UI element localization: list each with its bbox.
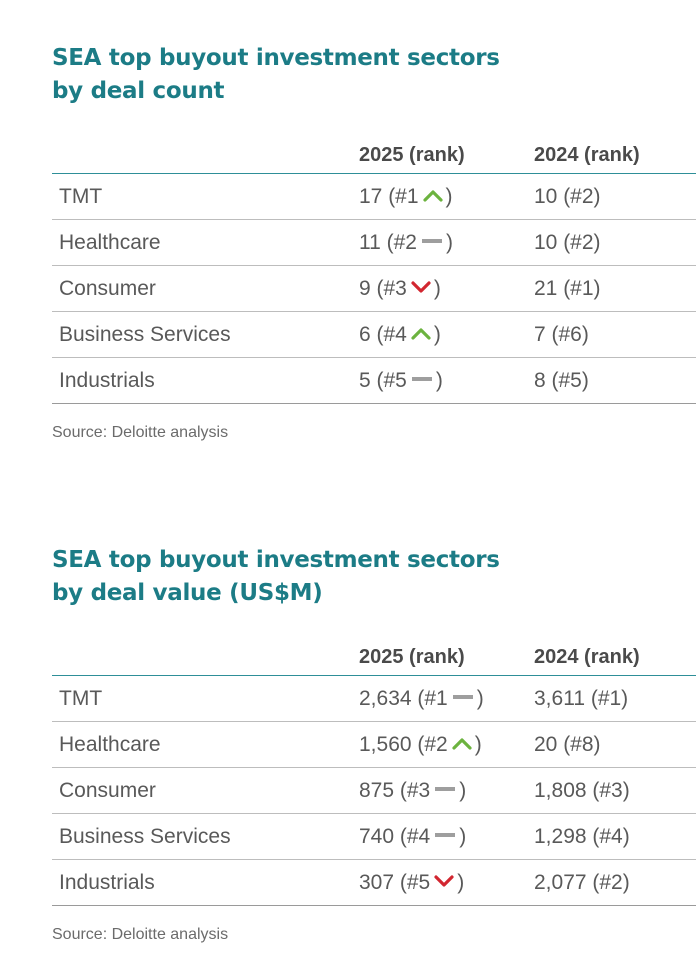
header-2024: 2024 (rank) (534, 646, 640, 668)
sector-name: Industrials (59, 369, 155, 392)
table-row: Business Services 6 (#4) 7 (#6) (52, 312, 696, 358)
dash-icon (411, 357, 433, 402)
table-header: 2025 (rank) 2024 (rank) (52, 631, 696, 676)
sector-name: Consumer (59, 779, 156, 802)
value-2025: 11 (#2) (359, 220, 453, 265)
header-2025: 2025 (rank) (359, 144, 465, 166)
arrow-up-icon (422, 173, 443, 218)
table-row: Consumer 9 (#3) 21 (#1) (52, 266, 696, 312)
sector-name: Healthcare (59, 231, 161, 254)
value-2025-close: ) (433, 323, 441, 346)
sector-name: TMT (59, 185, 103, 208)
dash-icon (452, 675, 474, 720)
dash-icon (421, 219, 443, 264)
value-2024: 7 (#6) (534, 323, 589, 346)
sector-name: Business Services (59, 825, 231, 848)
value-2024: 8 (#5) (534, 369, 589, 392)
table-row: Business Services 740 (#4) 1,298 (#4) (52, 814, 696, 860)
header-2025: 2025 (rank) (359, 646, 465, 668)
value-2025: 740 (#4) (359, 814, 466, 859)
value-2025: 875 (#3) (359, 768, 466, 813)
value-2024: 10 (#2) (534, 185, 601, 208)
value-2025-text: 307 (#5 (359, 871, 431, 894)
value-2025: 17 (#1) (359, 174, 453, 219)
arrow-up-icon (411, 311, 431, 356)
value-2025-text: 11 (#2 (359, 231, 417, 254)
value-2025: 1,560 (#2) (359, 722, 482, 767)
value-2024: 1,808 (#3) (534, 779, 630, 802)
table-row: Healthcare 11 (#2) 10 (#2) (52, 220, 696, 266)
deal-value-title: SEA top buyout investment sectors by dea… (52, 544, 500, 610)
table-row: TMT 2,634 (#1) 3,611 (#1) (52, 676, 696, 722)
value-2024: 10 (#2) (534, 231, 601, 254)
value-2025-close: ) (474, 733, 482, 756)
table-row: Industrials 5 (#5) 8 (#5) (52, 358, 696, 404)
sector-name: TMT (59, 687, 103, 710)
value-2024: 20 (#8) (534, 733, 601, 756)
table-row: Healthcare 1,560 (#2) 20 (#8) (52, 722, 696, 768)
value-2025-text: 2,634 (#1 (359, 687, 448, 710)
header-2024: 2024 (rank) (534, 144, 640, 166)
value-2025-close: ) (476, 687, 484, 710)
title-line-2: by deal count (52, 78, 225, 104)
value-2025-text: 875 (#3 (359, 779, 431, 802)
title-line-2: by deal value (US$M) (52, 580, 323, 606)
sector-name: Industrials (59, 871, 155, 894)
value-2025-close: ) (459, 779, 467, 802)
value-2025-close: ) (457, 871, 465, 894)
value-2025-text: 740 (#4 (359, 825, 431, 848)
value-2025-close: ) (445, 185, 453, 208)
value-2025: 2,634 (#1) (359, 676, 484, 721)
value-2025: 307 (#5) (359, 860, 464, 905)
table-row: Consumer 875 (#3) 1,808 (#3) (52, 768, 696, 814)
dash-icon (434, 813, 456, 858)
table-row: TMT 17 (#1) 10 (#2) (52, 174, 696, 220)
source-note: Source: Deloitte analysis (52, 424, 229, 441)
value-2025-text: 1,560 (#2 (359, 733, 448, 756)
value-2025-close: ) (433, 277, 441, 300)
table-row: Industrials 307 (#5) 2,077 (#2) (52, 860, 696, 906)
title-line-1: SEA top buyout investment sectors (52, 547, 500, 573)
sector-name: Consumer (59, 277, 156, 300)
value-2024: 1,298 (#4) (534, 825, 630, 848)
value-2025: 6 (#4) (359, 312, 441, 357)
dash-icon (434, 767, 456, 812)
sector-name: Healthcare (59, 733, 161, 756)
value-2025-text: 5 (#5 (359, 369, 407, 392)
table-header: 2025 (rank) 2024 (rank) (52, 129, 696, 174)
arrow-up-icon (452, 721, 472, 766)
value-2025-close: ) (446, 231, 453, 254)
value-2025-text: 17 (#1 (359, 185, 419, 208)
source-note: Source: Deloitte analysis (52, 926, 229, 943)
sector-name: Business Services (59, 323, 231, 346)
deal-count-title: SEA top buyout investment sectors by dea… (52, 42, 500, 108)
value-2025-text: 6 (#4 (359, 323, 407, 346)
value-2024: 3,611 (#1) (534, 687, 629, 710)
value-2025-close: ) (435, 369, 443, 392)
value-2024: 2,077 (#2) (534, 871, 630, 894)
value-2025-close: ) (459, 825, 467, 848)
deal-value-table: 2025 (rank) 2024 (rank) TMT 2,634 (#1) 3,6… (52, 631, 696, 906)
title-line-1: SEA top buyout investment sectors (52, 45, 500, 71)
deal-count-table: 2025 (rank) 2024 (rank) TMT 17 (#1) 10 (#2… (52, 129, 696, 404)
arrow-down-icon (411, 265, 431, 310)
value-2024: 21 (#1) (534, 277, 601, 300)
arrow-down-icon (434, 859, 454, 904)
value-2025-text: 9 (#3 (359, 277, 407, 300)
value-2025: 5 (#5) (359, 358, 443, 403)
value-2025: 9 (#3) (359, 266, 441, 311)
